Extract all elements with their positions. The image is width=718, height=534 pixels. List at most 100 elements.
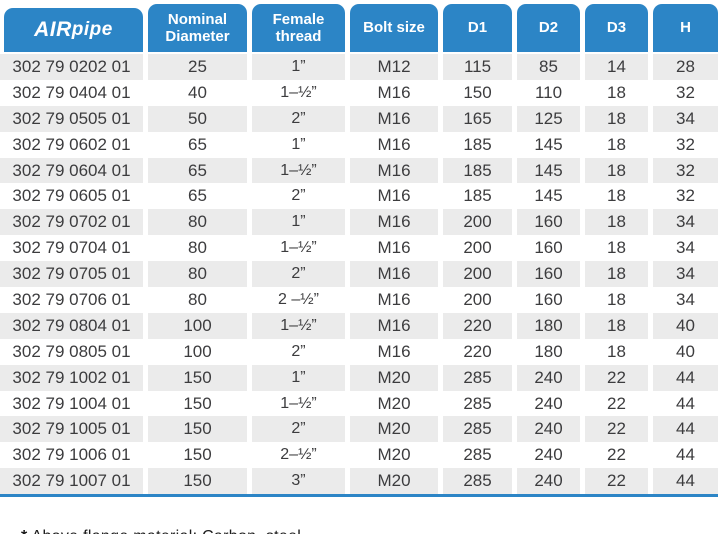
cell-female-thread: 2” bbox=[252, 105, 345, 132]
bottom-rule bbox=[0, 494, 718, 498]
col-header-nominal-diameter: Nominal Diameter bbox=[148, 4, 247, 52]
cell-d2: 110 bbox=[534, 82, 563, 102]
col-header-d2: D2 bbox=[517, 4, 580, 52]
cell-d2: 160 bbox=[517, 209, 580, 236]
cell-nominal-diameter: 150 bbox=[148, 468, 247, 495]
footnote: * Above flange material: Carbon steel. bbox=[2, 510, 718, 534]
cell-d2: 85 bbox=[517, 54, 580, 80]
cell-d3: 18 bbox=[607, 238, 626, 258]
cell-d3: 22 bbox=[585, 468, 648, 495]
cell-d2: 145 bbox=[517, 157, 580, 184]
cell-bolt-size: M16 bbox=[377, 134, 411, 154]
cell-nominal-diameter: 40 bbox=[188, 82, 207, 102]
table-row: 302 79 1006 01 150 2–½” M20 285 240 22 4… bbox=[0, 442, 718, 468]
cell-d2: 240 bbox=[534, 445, 563, 465]
cell-d2: 180 bbox=[534, 341, 563, 361]
cell-nominal-diameter: 65 bbox=[188, 186, 207, 206]
cell-bolt-size: M16 bbox=[350, 312, 438, 339]
cell-d1: 200 bbox=[463, 289, 492, 309]
table-row: 302 79 1007 01 150 3” M20 285 240 22 44 bbox=[0, 468, 718, 495]
cell-nominal-diameter: 150 bbox=[148, 364, 247, 391]
cell-d3: 14 bbox=[585, 54, 648, 80]
cell-bolt-size: M16 bbox=[350, 209, 438, 236]
cell-female-thread: 2” bbox=[252, 416, 345, 443]
cell-h: 34 bbox=[653, 209, 718, 236]
cell-d3: 18 bbox=[607, 289, 626, 309]
cell-female-thread: 2–½” bbox=[280, 446, 317, 464]
cell-d3: 18 bbox=[585, 157, 648, 184]
cell-nominal-diameter: 80 bbox=[188, 289, 207, 309]
brand-text-pipe: pipe bbox=[71, 19, 113, 41]
cell-part-number: 302 79 0202 01 bbox=[0, 54, 143, 80]
cell-female-thread: 2” bbox=[291, 187, 306, 205]
cell-h: 34 bbox=[676, 238, 695, 258]
cell-d3: 18 bbox=[585, 261, 648, 288]
cell-d2: 145 bbox=[534, 186, 563, 206]
cell-h: 34 bbox=[653, 261, 718, 288]
cell-d2: 160 bbox=[534, 238, 563, 258]
cell-nominal-diameter: 100 bbox=[148, 312, 247, 339]
cell-female-thread: 2” bbox=[291, 342, 306, 360]
brand-text-air: AIR bbox=[34, 17, 72, 41]
table-row: 302 79 0705 01 80 2” M16 200 160 18 34 bbox=[0, 261, 718, 288]
col-header-female-thread: Female thread bbox=[252, 4, 345, 52]
cell-d2: 240 bbox=[517, 364, 580, 391]
cell-part-number: 302 79 0706 01 bbox=[12, 289, 131, 309]
cell-d2: 180 bbox=[517, 312, 580, 339]
col-header-d3: D3 bbox=[585, 4, 648, 52]
cell-part-number: 302 79 0505 01 bbox=[0, 105, 143, 132]
cell-h: 32 bbox=[676, 134, 695, 154]
cell-female-thread: 1” bbox=[291, 135, 306, 153]
cell-h: 32 bbox=[676, 82, 695, 102]
cell-part-number: 302 79 0705 01 bbox=[0, 261, 143, 288]
cell-nominal-diameter: 80 bbox=[148, 209, 247, 236]
cell-d1: 185 bbox=[463, 186, 492, 206]
cell-d3: 18 bbox=[607, 134, 626, 154]
cell-d3: 22 bbox=[585, 364, 648, 391]
footnote-text: Above flange material: Carbon steel. bbox=[32, 528, 306, 534]
cell-d2: 240 bbox=[517, 468, 580, 495]
cell-d2: 160 bbox=[534, 289, 563, 309]
table-row: 302 79 0704 01 80 1–½” M16 200 160 18 34 bbox=[0, 235, 718, 261]
cell-d1: 220 bbox=[443, 312, 512, 339]
cell-d3: 18 bbox=[585, 312, 648, 339]
cell-nominal-diameter: 80 bbox=[148, 261, 247, 288]
cell-part-number: 302 79 1007 01 bbox=[0, 468, 143, 495]
cell-d1: 220 bbox=[463, 341, 492, 361]
cell-nominal-diameter: 50 bbox=[148, 105, 247, 132]
table-row: 302 79 0404 01 40 1–½” M16 150 110 18 32 bbox=[0, 80, 718, 106]
cell-h: 32 bbox=[676, 186, 695, 206]
col-header-d1: D1 bbox=[443, 4, 512, 52]
cell-bolt-size: M16 bbox=[350, 261, 438, 288]
cell-bolt-size: M16 bbox=[377, 341, 411, 361]
cell-bolt-size: M20 bbox=[377, 393, 411, 413]
cell-bolt-size: M16 bbox=[377, 186, 411, 206]
cell-bolt-size: M16 bbox=[377, 82, 411, 102]
table-row: 302 79 1004 01 150 1–½” M20 285 240 22 4… bbox=[0, 391, 718, 417]
table-row: 302 79 0805 01 100 2” M16 220 180 18 40 bbox=[0, 339, 718, 365]
cell-bolt-size: M20 bbox=[350, 416, 438, 443]
table-row: 302 79 0604 01 65 1–½” M16 185 145 18 32 bbox=[0, 157, 718, 184]
cell-d3: 22 bbox=[607, 445, 626, 465]
cell-h: 40 bbox=[676, 341, 695, 361]
table-row: 302 79 1005 01 150 2” M20 285 240 22 44 bbox=[0, 416, 718, 443]
cell-nominal-diameter: 150 bbox=[148, 416, 247, 443]
cell-d3: 22 bbox=[607, 393, 626, 413]
cell-bolt-size: M16 bbox=[350, 105, 438, 132]
cell-nominal-diameter: 150 bbox=[183, 445, 212, 465]
cell-d1: 285 bbox=[443, 416, 512, 443]
cell-d3: 18 bbox=[607, 186, 626, 206]
cell-d2: 145 bbox=[534, 134, 563, 154]
cell-h: 44 bbox=[653, 416, 718, 443]
table-header: AIR pipe Nominal Diameter Female thread B… bbox=[0, 4, 718, 52]
cell-nominal-diameter: 25 bbox=[148, 54, 247, 80]
cell-female-thread: 1–½” bbox=[280, 83, 317, 101]
cell-female-thread: 2 –½” bbox=[278, 290, 319, 308]
cell-part-number: 302 79 0702 01 bbox=[0, 209, 143, 236]
cell-female-thread: 1” bbox=[252, 364, 345, 391]
cell-part-number: 302 79 0804 01 bbox=[0, 312, 143, 339]
cell-bolt-size: M20 bbox=[350, 468, 438, 495]
cell-female-thread: 1–½” bbox=[280, 239, 317, 257]
cell-d1: 200 bbox=[443, 261, 512, 288]
cell-h: 44 bbox=[653, 468, 718, 495]
